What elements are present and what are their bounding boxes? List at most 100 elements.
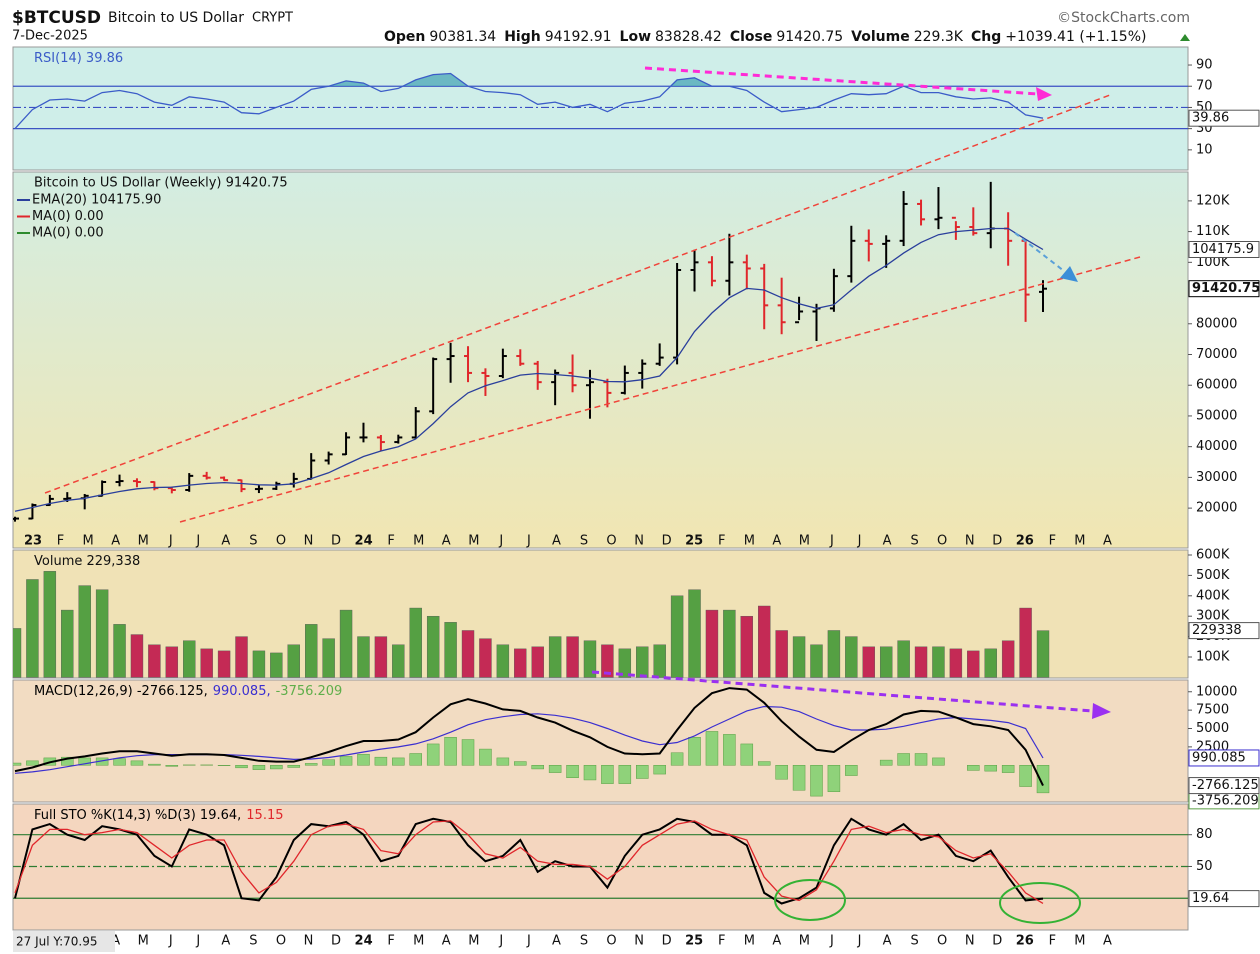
value-tag-box [1188,109,1260,127]
x-tick-label: S [910,934,918,949]
cursor-readout-box [13,931,115,952]
cursor-readout: 27 Jul Y:70.95 [16,935,98,949]
x-tick-label: D [992,934,1002,949]
x-tick-label: S [580,934,588,949]
x-tick-label: A [442,534,451,549]
x-tick-label: F [718,934,725,949]
value-tag: -3756.209 [1192,793,1259,808]
x-tick-label: O [276,934,286,949]
panel-plot [13,571,1050,678]
volume-bar [688,589,701,678]
histogram-bar [374,756,388,766]
y-tick-label: 5000 [1196,721,1229,736]
histogram-bar [270,765,283,770]
rsi-arrowhead [1036,87,1052,101]
rsi-area [328,73,904,87]
x-tick-label: N [965,534,975,549]
quote-value: 83828.42 [655,29,722,45]
x-tick-label: F [387,934,394,949]
histogram-bar [322,759,335,766]
panel-plot [13,687,1050,797]
y-tick-label: 30000 [1196,470,1237,485]
value-tag: 19.64 [1192,891,1229,906]
x-tick-label: J [829,534,834,549]
volume-bar [949,648,963,678]
x-tick-label: A [552,534,561,549]
volume-bar [461,630,475,678]
x-tick-label: A [1103,534,1112,549]
sto-circle [999,882,1081,924]
legend: MACD(12,26,9) -2766.125, 990.085, -3756.20… [34,684,342,699]
volume-bar [148,644,161,678]
x-tick-label: M [413,934,424,949]
value-tag-box [1188,240,1260,258]
x-tick-label: D [992,534,1002,549]
volume-bar [1036,630,1050,678]
y-tick-label: 20000 [1196,501,1237,516]
x-tick-label: A [111,934,120,949]
volume-bar [967,650,980,678]
x-tick-label: J [526,534,531,549]
x-tick-label: D [662,534,672,549]
x-tick-label: M [138,534,149,549]
legend: EMA(20) 104175.90 [32,193,161,208]
quote-label: Volume [851,29,910,45]
x-tick-label: O [606,534,616,549]
histogram-bar [531,765,544,770]
value-tag-box [1188,749,1260,767]
x-tick-label: F [387,534,394,549]
quote-label: High [504,29,541,45]
x-tick-label: O [276,534,286,549]
histogram-bar [932,757,945,766]
histogram-bar [78,757,91,766]
legend-part: 990.085, [213,684,271,699]
value-tag: 39.86 [1192,111,1229,126]
histogram-bar [252,765,266,770]
volume-bar [827,630,841,678]
quote-line: Open 90381.34 High 94192.91 Low 83828.42 Close… [384,29,1146,45]
rsi-arrow [644,66,1039,96]
histogram-bar [61,756,74,766]
y-tick-label: 500K [1196,568,1230,583]
legend-part: Full STO %K(14,3) %D(3) 19.64, [34,808,241,823]
quote-value: 94192.91 [545,29,612,45]
histogram-bar [723,734,736,766]
value-tag-box [1188,890,1260,908]
quote-value: 90381.34 [429,29,496,45]
volume-bar [758,605,771,678]
x-tick-label: J [195,534,200,549]
histogram-bar [13,762,22,766]
value-tag: 91420.75 [1192,281,1260,296]
volume-bar [357,636,370,678]
volume-bar [426,615,440,678]
volume-bar [723,609,736,678]
y-tick-label: 100K [1196,649,1230,664]
volume-bar [1019,607,1032,678]
quote-value: 91420.75 [776,29,843,45]
histogram-bar [165,765,179,767]
y-tick-label: 10000 [1196,684,1237,699]
indicator-line [14,817,1044,905]
sto-circle [774,879,846,921]
x-tick-label: 26 [1016,534,1034,549]
volume-bar [1001,640,1015,678]
volume-bar [653,644,666,678]
price-panel [12,171,1189,549]
histogram-bar [618,765,632,784]
histogram-bar [409,753,422,766]
histogram-bar [461,739,475,766]
x-tick-label: J [526,934,531,949]
price-arrow [1014,232,1065,272]
x-tick-label: M [1074,934,1085,949]
x-tick-label: A [442,934,451,949]
volume-bar [165,646,179,678]
value-tag: -2766.125 [1192,778,1259,793]
legend: RSI(14) 39.86 [34,51,123,66]
y-tick-label: 100K [1196,255,1230,270]
histogram-bar [426,743,440,766]
x-tick-label: A [883,534,892,549]
legend-part: RSI(14) 39.86 [34,51,123,66]
histogram-bar [357,753,370,766]
histogram-bar [479,748,492,766]
histogram-bar [705,731,719,766]
